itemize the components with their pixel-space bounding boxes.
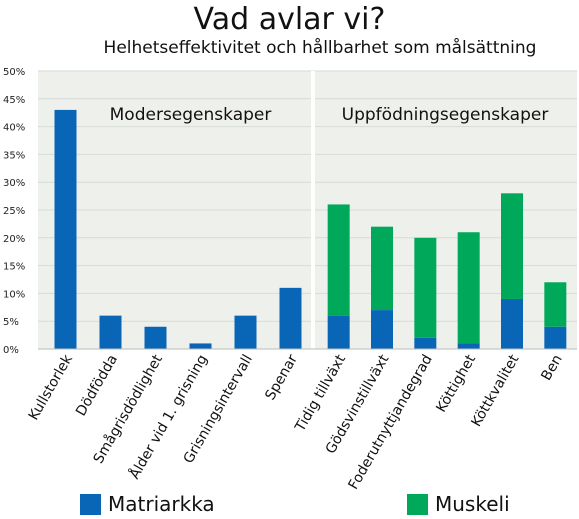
bar-matriarkka-spenar	[279, 287, 302, 349]
x-tick-label: Dödfödda	[73, 352, 121, 419]
group-label-uppfodningsegenskaper: Uppfödningsegenskaper	[342, 105, 549, 125]
x-tick-label: Köttighet	[433, 352, 479, 416]
bar-matriarkka-kottkvalitet	[501, 298, 523, 349]
group-label-modersegenskaper: Modersegenskaper	[110, 105, 272, 125]
x-tick-label: Ålder vid 1. grisning	[126, 352, 211, 482]
bar-muskeli-kottkvalitet	[501, 193, 523, 299]
legend-item-muskeli: Muskeli	[407, 491, 510, 517]
x-tick-label: Kullstorlek	[26, 351, 77, 423]
y-tick-label: 20%	[3, 234, 25, 245]
y-tick-label: 45%	[3, 95, 25, 106]
bar-matriarkka-smagrisdodlighet	[144, 326, 167, 349]
y-tick-label: 25%	[3, 206, 25, 217]
bar-muskeli-kottighet	[457, 232, 480, 344]
bar-matriarkka-godsvinstillvaxt	[371, 310, 393, 349]
bar-matriarkka-ben	[544, 326, 567, 349]
y-tick-label: 10%	[3, 289, 25, 300]
bar-matriarkka-dodfodda	[99, 315, 122, 349]
bar-muskeli-tidig-tillvaxt	[327, 204, 350, 316]
chart-subtitle: Helhetseffektivitet och hållbarhet som m…	[103, 38, 537, 58]
legend-swatch-muskeli	[407, 493, 428, 515]
y-tick-label: 35%	[3, 150, 25, 161]
y-tick-label: 0%	[3, 345, 19, 356]
bar-matriarkka-kottighet	[457, 343, 480, 349]
y-tick-label: 30%	[3, 178, 25, 189]
bar-matriarkka-kullstorlek	[54, 109, 77, 349]
bar-matriarkka-grisningsintervall	[234, 315, 257, 349]
legend-item-matriarkka: Matriarkka	[80, 491, 215, 517]
y-tick-label: 50%	[3, 67, 25, 78]
bar-matriarkka-foderutnyttjandegrad	[414, 337, 437, 349]
x-tick-label: Foderutnyttjandegrad	[346, 352, 436, 492]
legend-swatch-matriarkka	[80, 493, 101, 515]
legend-label-matriarkka: Matriarkka	[108, 492, 215, 516]
chart-title: Vad avlar vi?	[193, 2, 386, 37]
x-tick-label: Ben	[538, 352, 565, 383]
bar-matriarkka-alder-vid-1-grisning	[189, 343, 212, 349]
y-tick-label: 5%	[3, 317, 19, 328]
legend-label-muskeli: Muskeli	[435, 492, 510, 516]
bar-muskeli-ben	[544, 282, 567, 327]
y-tick-label: 40%	[3, 123, 25, 134]
bar-matriarkka-tidig-tillvaxt	[327, 315, 350, 349]
x-tick-label: Spenar	[262, 352, 301, 403]
bar-muskeli-godsvinstillvaxt	[371, 226, 393, 311]
bar-muskeli-foderutnyttjandegrad	[414, 237, 437, 338]
y-tick-label: 15%	[3, 262, 25, 273]
